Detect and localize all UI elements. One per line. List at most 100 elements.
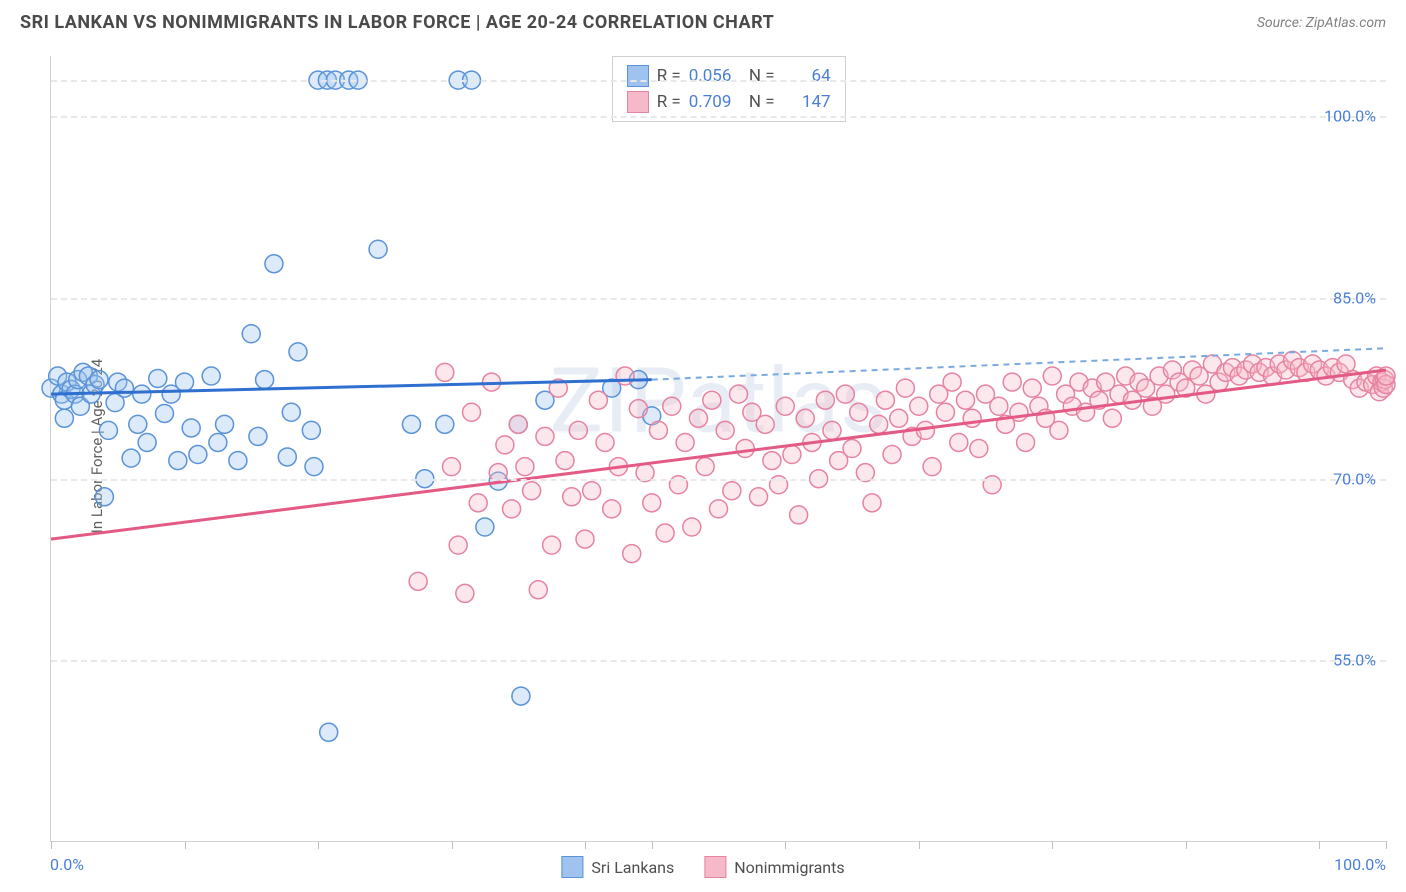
stat-r-value: 0.056 (689, 66, 737, 86)
data-point (569, 421, 587, 439)
data-point (723, 482, 741, 500)
stat-r-label: R = (657, 92, 681, 112)
x-tick (318, 841, 319, 849)
data-point (133, 385, 151, 403)
legend-swatch (704, 856, 726, 878)
data-point (138, 433, 156, 451)
legend-label: Sri Lankans (591, 858, 674, 877)
data-point (282, 403, 300, 421)
data-point (436, 415, 454, 433)
data-point (249, 427, 267, 445)
data-point (623, 545, 641, 563)
data-point (516, 458, 534, 476)
data-point (536, 427, 554, 445)
stat-r-value: 0.709 (689, 92, 737, 112)
data-point (663, 397, 681, 415)
data-point (783, 446, 801, 464)
gridline (51, 116, 1386, 118)
data-point (816, 391, 834, 409)
chart-plot-area: ZIPatlas R =0.056 N =64R =0.709 N =147 5… (50, 56, 1386, 842)
data-point (90, 371, 108, 389)
legend-item: Nonimmigrants (704, 856, 844, 878)
stat-n-label: N = (745, 92, 775, 112)
data-point (836, 385, 854, 403)
data-point (1103, 409, 1121, 427)
x-tick (1319, 841, 1320, 849)
data-point (896, 379, 914, 397)
data-point (603, 500, 621, 518)
y-tick-label: 55.0% (1333, 650, 1376, 669)
data-point (576, 530, 594, 548)
data-point (476, 518, 494, 536)
data-point (99, 421, 117, 439)
data-point (589, 391, 607, 409)
data-point (890, 409, 908, 427)
data-point (823, 421, 841, 439)
data-point (796, 409, 814, 427)
x-tick (919, 841, 920, 849)
stat-n-label: N = (745, 66, 775, 86)
data-point (1043, 367, 1061, 385)
data-point (469, 494, 487, 512)
data-point (629, 400, 647, 418)
data-point (583, 482, 601, 500)
data-point (320, 723, 338, 741)
data-point (703, 391, 721, 409)
stat-r-label: R = (657, 66, 681, 86)
data-point (870, 415, 888, 433)
data-point (529, 581, 547, 599)
data-point (302, 421, 320, 439)
gridline (51, 479, 1386, 481)
x-tick (1052, 841, 1053, 849)
source-label: Source: ZipAtlas.com (1257, 15, 1386, 31)
data-point (936, 403, 954, 421)
chart-title: SRI LANKAN VS NONIMMIGRANTS IN LABOR FOR… (20, 12, 774, 33)
data-point (643, 494, 661, 512)
data-point (970, 440, 988, 458)
data-point (863, 494, 881, 512)
data-point (736, 440, 754, 458)
data-point (1017, 433, 1035, 451)
data-point (289, 343, 307, 361)
data-point (305, 458, 323, 476)
x-tick (1386, 841, 1387, 849)
x-tick (652, 841, 653, 849)
stats-row: R = 0.709 N = 147 (627, 89, 831, 115)
data-point (256, 371, 274, 389)
x-tick (452, 841, 453, 849)
data-point (730, 385, 748, 403)
data-point (716, 421, 734, 439)
data-point (943, 373, 961, 391)
data-point (790, 506, 808, 524)
x-tick (585, 841, 586, 849)
data-point (265, 255, 283, 273)
data-point (956, 391, 974, 409)
data-point (402, 415, 420, 433)
data-point (676, 433, 694, 451)
data-point (122, 449, 140, 467)
gridline (51, 80, 1386, 82)
gridline (51, 660, 1386, 662)
data-point (229, 452, 247, 470)
legend-item: Sri Lankans (561, 856, 674, 878)
data-point (696, 458, 714, 476)
data-point (496, 436, 514, 454)
data-point (763, 452, 781, 470)
scatter-plot-svg (51, 56, 1386, 841)
data-point (95, 488, 113, 506)
y-tick-label: 70.0% (1333, 469, 1376, 488)
data-point (189, 446, 207, 464)
stat-n-value: 147 (783, 92, 831, 112)
data-point (202, 367, 220, 385)
legend-swatch (627, 65, 649, 87)
data-point (129, 415, 147, 433)
data-point (750, 488, 768, 506)
data-point (278, 448, 296, 466)
data-point (776, 397, 794, 415)
data-point (523, 482, 541, 500)
data-point (242, 325, 260, 343)
data-point (1023, 379, 1041, 397)
data-point (149, 369, 167, 387)
data-point (876, 391, 894, 409)
data-point (509, 415, 527, 433)
